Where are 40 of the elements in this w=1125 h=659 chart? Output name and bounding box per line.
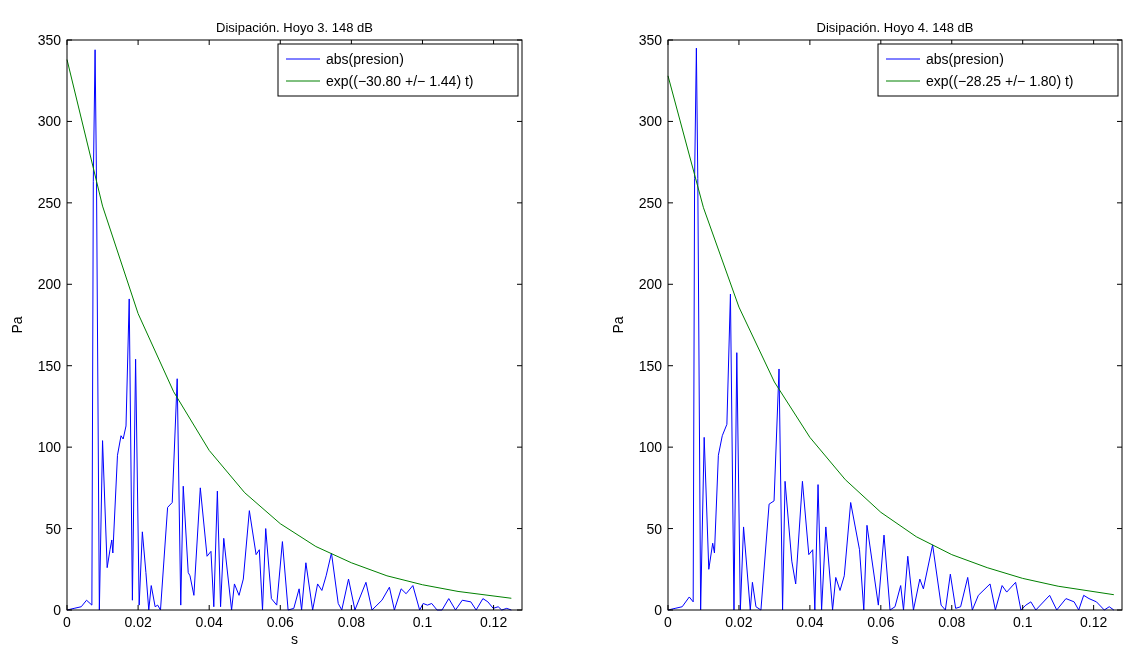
legend-label: abs(presion) bbox=[926, 51, 1004, 67]
x-tick-label: 0.12 bbox=[1080, 614, 1108, 630]
chart-title: Disipación. Hoyo 4. 148 dB bbox=[816, 20, 974, 35]
y-tick-label: 150 bbox=[37, 357, 62, 374]
legend-label: exp((−30.80 +/− 1.44) t) bbox=[326, 73, 474, 89]
x-tick-label: 0.12 bbox=[479, 614, 508, 630]
x-tick-label: 0.04 bbox=[796, 614, 824, 630]
x-axis-title: s bbox=[891, 631, 899, 647]
y-axis-title: Pa bbox=[610, 316, 626, 334]
y-tick-label: 200 bbox=[638, 276, 663, 293]
y-tick-label: 250 bbox=[638, 194, 663, 211]
y-tick-label: 300 bbox=[37, 113, 62, 130]
legend-label: exp((−28.25 +/− 1.80) t) bbox=[926, 73, 1074, 89]
x-tick-label: 0.06 bbox=[266, 614, 295, 630]
y-tick-label: 350 bbox=[37, 32, 62, 48]
x-tick-label: 0.06 bbox=[867, 614, 895, 630]
x-tick-label: 0 bbox=[63, 614, 72, 630]
x-axis-title: s bbox=[291, 631, 298, 647]
y-tick-label: 50 bbox=[646, 520, 663, 537]
legend-label: abs(presion) bbox=[326, 51, 404, 67]
x-tick-label: 0.02 bbox=[124, 614, 152, 630]
y-tick-label: 50 bbox=[45, 520, 62, 537]
x-tick-label: 0.02 bbox=[725, 614, 753, 630]
y-tick-label: 150 bbox=[638, 357, 663, 374]
x-tick-label: 0.08 bbox=[337, 614, 366, 630]
y-tick-label: 0 bbox=[53, 602, 62, 618]
y-tick-label: 250 bbox=[37, 194, 62, 211]
y-tick-label: 0 bbox=[654, 602, 663, 618]
y-tick-label: 100 bbox=[638, 439, 663, 456]
x-tick-label: 0 bbox=[664, 614, 673, 630]
y-tick-label: 350 bbox=[638, 32, 663, 48]
y-tick-label: 300 bbox=[638, 113, 663, 130]
chart-title: Disipación. Hoyo 3. 148 dB bbox=[216, 20, 373, 35]
x-tick-label: 0.08 bbox=[938, 614, 966, 630]
x-tick-label: 0.1 bbox=[412, 614, 433, 630]
y-tick-label: 100 bbox=[37, 439, 62, 456]
x-tick-label: 0.1 bbox=[1012, 614, 1033, 630]
x-tick-label: 0.04 bbox=[195, 614, 224, 630]
y-axis-title: Pa bbox=[9, 316, 25, 334]
y-tick-label: 200 bbox=[37, 276, 62, 293]
